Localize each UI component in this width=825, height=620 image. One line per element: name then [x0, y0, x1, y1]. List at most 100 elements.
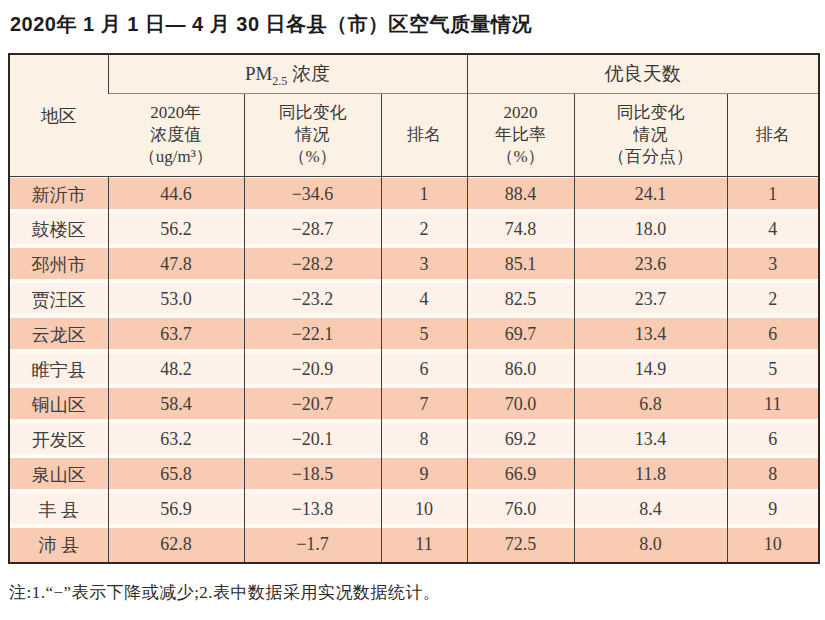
- good-ratio-cell: 74.8: [467, 212, 574, 247]
- pm-change-cell: −34.6: [244, 177, 381, 213]
- table-row: 新沂市 44.6 −34.6 1 88.4 24.1 1: [9, 177, 819, 213]
- pm-change-cell: −20.9: [244, 352, 381, 387]
- good-ratio-cell: 70.0: [467, 387, 574, 422]
- pm-change-cell: −28.2: [244, 247, 381, 282]
- column-header-good-change: 同比变化 情况 （百分点）: [574, 94, 727, 177]
- pm-rank-cell: 9: [381, 457, 467, 492]
- column-header-pm-change: 同比变化 情况 （%）: [244, 94, 381, 177]
- page-title: 2020年 1 月 1 日— 4 月 30 日各县（市）区空气质量情况: [0, 0, 825, 38]
- good-ratio-cell: 69.7: [467, 317, 574, 352]
- good-change-cell: 23.7: [574, 282, 727, 317]
- region-cell: 邳州市: [9, 247, 108, 282]
- pm-value-cell: 47.8: [108, 247, 244, 282]
- pm25-label-subscript: 2.5: [272, 74, 287, 88]
- pm-rank-cell: 7: [381, 387, 467, 422]
- pm-value-cell: 63.2: [108, 422, 244, 457]
- pm-value-cell: 63.7: [108, 317, 244, 352]
- pm-rank-cell: 3: [381, 247, 467, 282]
- pm-value-cell: 62.8: [108, 527, 244, 563]
- pm25-label-prefix: PM: [245, 63, 272, 84]
- column-header-good-ratio: 2020 年比率 （%）: [467, 94, 574, 177]
- group-header-good-days: 优良天数: [467, 54, 819, 94]
- table-header: 地区 PM2.5 浓度 优良天数 2020年 浓度值 （ug/m³） 同比变化 …: [9, 54, 819, 177]
- pm-rank-cell: 1: [381, 177, 467, 213]
- region-cell: 沛 县: [9, 527, 108, 563]
- good-change-cell: 11.8: [574, 457, 727, 492]
- pm-value-cell: 48.2: [108, 352, 244, 387]
- pm-change-cell: −28.7: [244, 212, 381, 247]
- table-row: 开发区 63.2 −20.1 8 69.2 13.4 6: [9, 422, 819, 457]
- region-cell: 云龙区: [9, 317, 108, 352]
- pm25-label-suffix: 浓度: [287, 63, 330, 84]
- pm-change-cell: −22.1: [244, 317, 381, 352]
- good-change-cell: 18.0: [574, 212, 727, 247]
- pm-change-cell: −18.5: [244, 457, 381, 492]
- pm-rank-cell: 6: [381, 352, 467, 387]
- pm-rank-cell: 8: [381, 422, 467, 457]
- good-change-cell: 23.6: [574, 247, 727, 282]
- good-rank-cell: 2: [727, 282, 819, 317]
- region-cell: 泉山区: [9, 457, 108, 492]
- table-row: 邳州市 47.8 −28.2 3 85.1 23.6 3: [9, 247, 819, 282]
- table-row: 泉山区 65.8 −18.5 9 66.9 11.8 8: [9, 457, 819, 492]
- pm-change-cell: −20.1: [244, 422, 381, 457]
- column-header-region: 地区: [9, 54, 108, 177]
- table-row: 铜山区 58.4 −20.7 7 70.0 6.8 11: [9, 387, 819, 422]
- good-change-cell: 24.1: [574, 177, 727, 213]
- pm-value-cell: 44.6: [108, 177, 244, 213]
- good-rank-cell: 10: [727, 527, 819, 563]
- table-row: 鼓楼区 56.2 −28.7 2 74.8 18.0 4: [9, 212, 819, 247]
- air-quality-table: 地区 PM2.5 浓度 优良天数 2020年 浓度值 （ug/m³） 同比变化 …: [8, 53, 820, 564]
- region-cell: 丰 县: [9, 492, 108, 527]
- table-row: 睢宁县 48.2 −20.9 6 86.0 14.9 5: [9, 352, 819, 387]
- pm-value-cell: 58.4: [108, 387, 244, 422]
- good-rank-cell: 6: [727, 317, 819, 352]
- good-rank-cell: 5: [727, 352, 819, 387]
- good-ratio-cell: 72.5: [467, 527, 574, 563]
- table-body: 新沂市 44.6 −34.6 1 88.4 24.1 1 鼓楼区 56.2 −2…: [9, 177, 819, 564]
- good-change-cell: 8.0: [574, 527, 727, 563]
- region-cell: 睢宁县: [9, 352, 108, 387]
- pm-change-cell: −13.8: [244, 492, 381, 527]
- region-cell: 贾汪区: [9, 282, 108, 317]
- pm-change-cell: −23.2: [244, 282, 381, 317]
- good-change-cell: 14.9: [574, 352, 727, 387]
- good-rank-cell: 4: [727, 212, 819, 247]
- good-rank-cell: 11: [727, 387, 819, 422]
- pm-change-cell: −1.7: [244, 527, 381, 563]
- good-change-cell: 8.4: [574, 492, 727, 527]
- good-change-cell: 6.8: [574, 387, 727, 422]
- table-row: 沛 县 62.8 −1.7 11 72.5 8.0 10: [9, 527, 819, 563]
- column-header-pm-value: 2020年 浓度值 （ug/m³）: [108, 94, 244, 177]
- table-row: 贾汪区 53.0 −23.2 4 82.5 23.7 2: [9, 282, 819, 317]
- pm-rank-cell: 4: [381, 282, 467, 317]
- pm-rank-cell: 11: [381, 527, 467, 563]
- good-rank-cell: 1: [727, 177, 819, 213]
- pm-value-cell: 56.9: [108, 492, 244, 527]
- pm-rank-cell: 2: [381, 212, 467, 247]
- pm-value-cell: 53.0: [108, 282, 244, 317]
- good-ratio-cell: 85.1: [467, 247, 574, 282]
- pm-rank-cell: 5: [381, 317, 467, 352]
- column-header-good-rank: 排名: [727, 94, 819, 177]
- good-change-cell: 13.4: [574, 317, 727, 352]
- table-row: 丰 县 56.9 −13.8 10 76.0 8.4 9: [9, 492, 819, 527]
- good-rank-cell: 8: [727, 457, 819, 492]
- region-cell: 铜山区: [9, 387, 108, 422]
- good-ratio-cell: 66.9: [467, 457, 574, 492]
- good-ratio-cell: 88.4: [467, 177, 574, 213]
- good-rank-cell: 3: [727, 247, 819, 282]
- pm-rank-cell: 10: [381, 492, 467, 527]
- footnote: 注:1.“−”表示下降或减少;2.表中数据采用实况数据统计。: [9, 581, 825, 604]
- column-header-pm-rank: 排名: [381, 94, 467, 177]
- sub-header-row: 2020年 浓度值 （ug/m³） 同比变化 情况 （%） 排名 2020 年比…: [9, 94, 819, 177]
- good-rank-cell: 9: [727, 492, 819, 527]
- pm-value-cell: 56.2: [108, 212, 244, 247]
- good-ratio-cell: 86.0: [467, 352, 574, 387]
- region-cell: 鼓楼区: [9, 212, 108, 247]
- good-change-cell: 13.4: [574, 422, 727, 457]
- group-header-pm25: PM2.5 浓度: [108, 54, 467, 94]
- good-ratio-cell: 76.0: [467, 492, 574, 527]
- table-row: 云龙区 63.7 −22.1 5 69.7 13.4 6: [9, 317, 819, 352]
- region-cell: 新沂市: [9, 177, 108, 213]
